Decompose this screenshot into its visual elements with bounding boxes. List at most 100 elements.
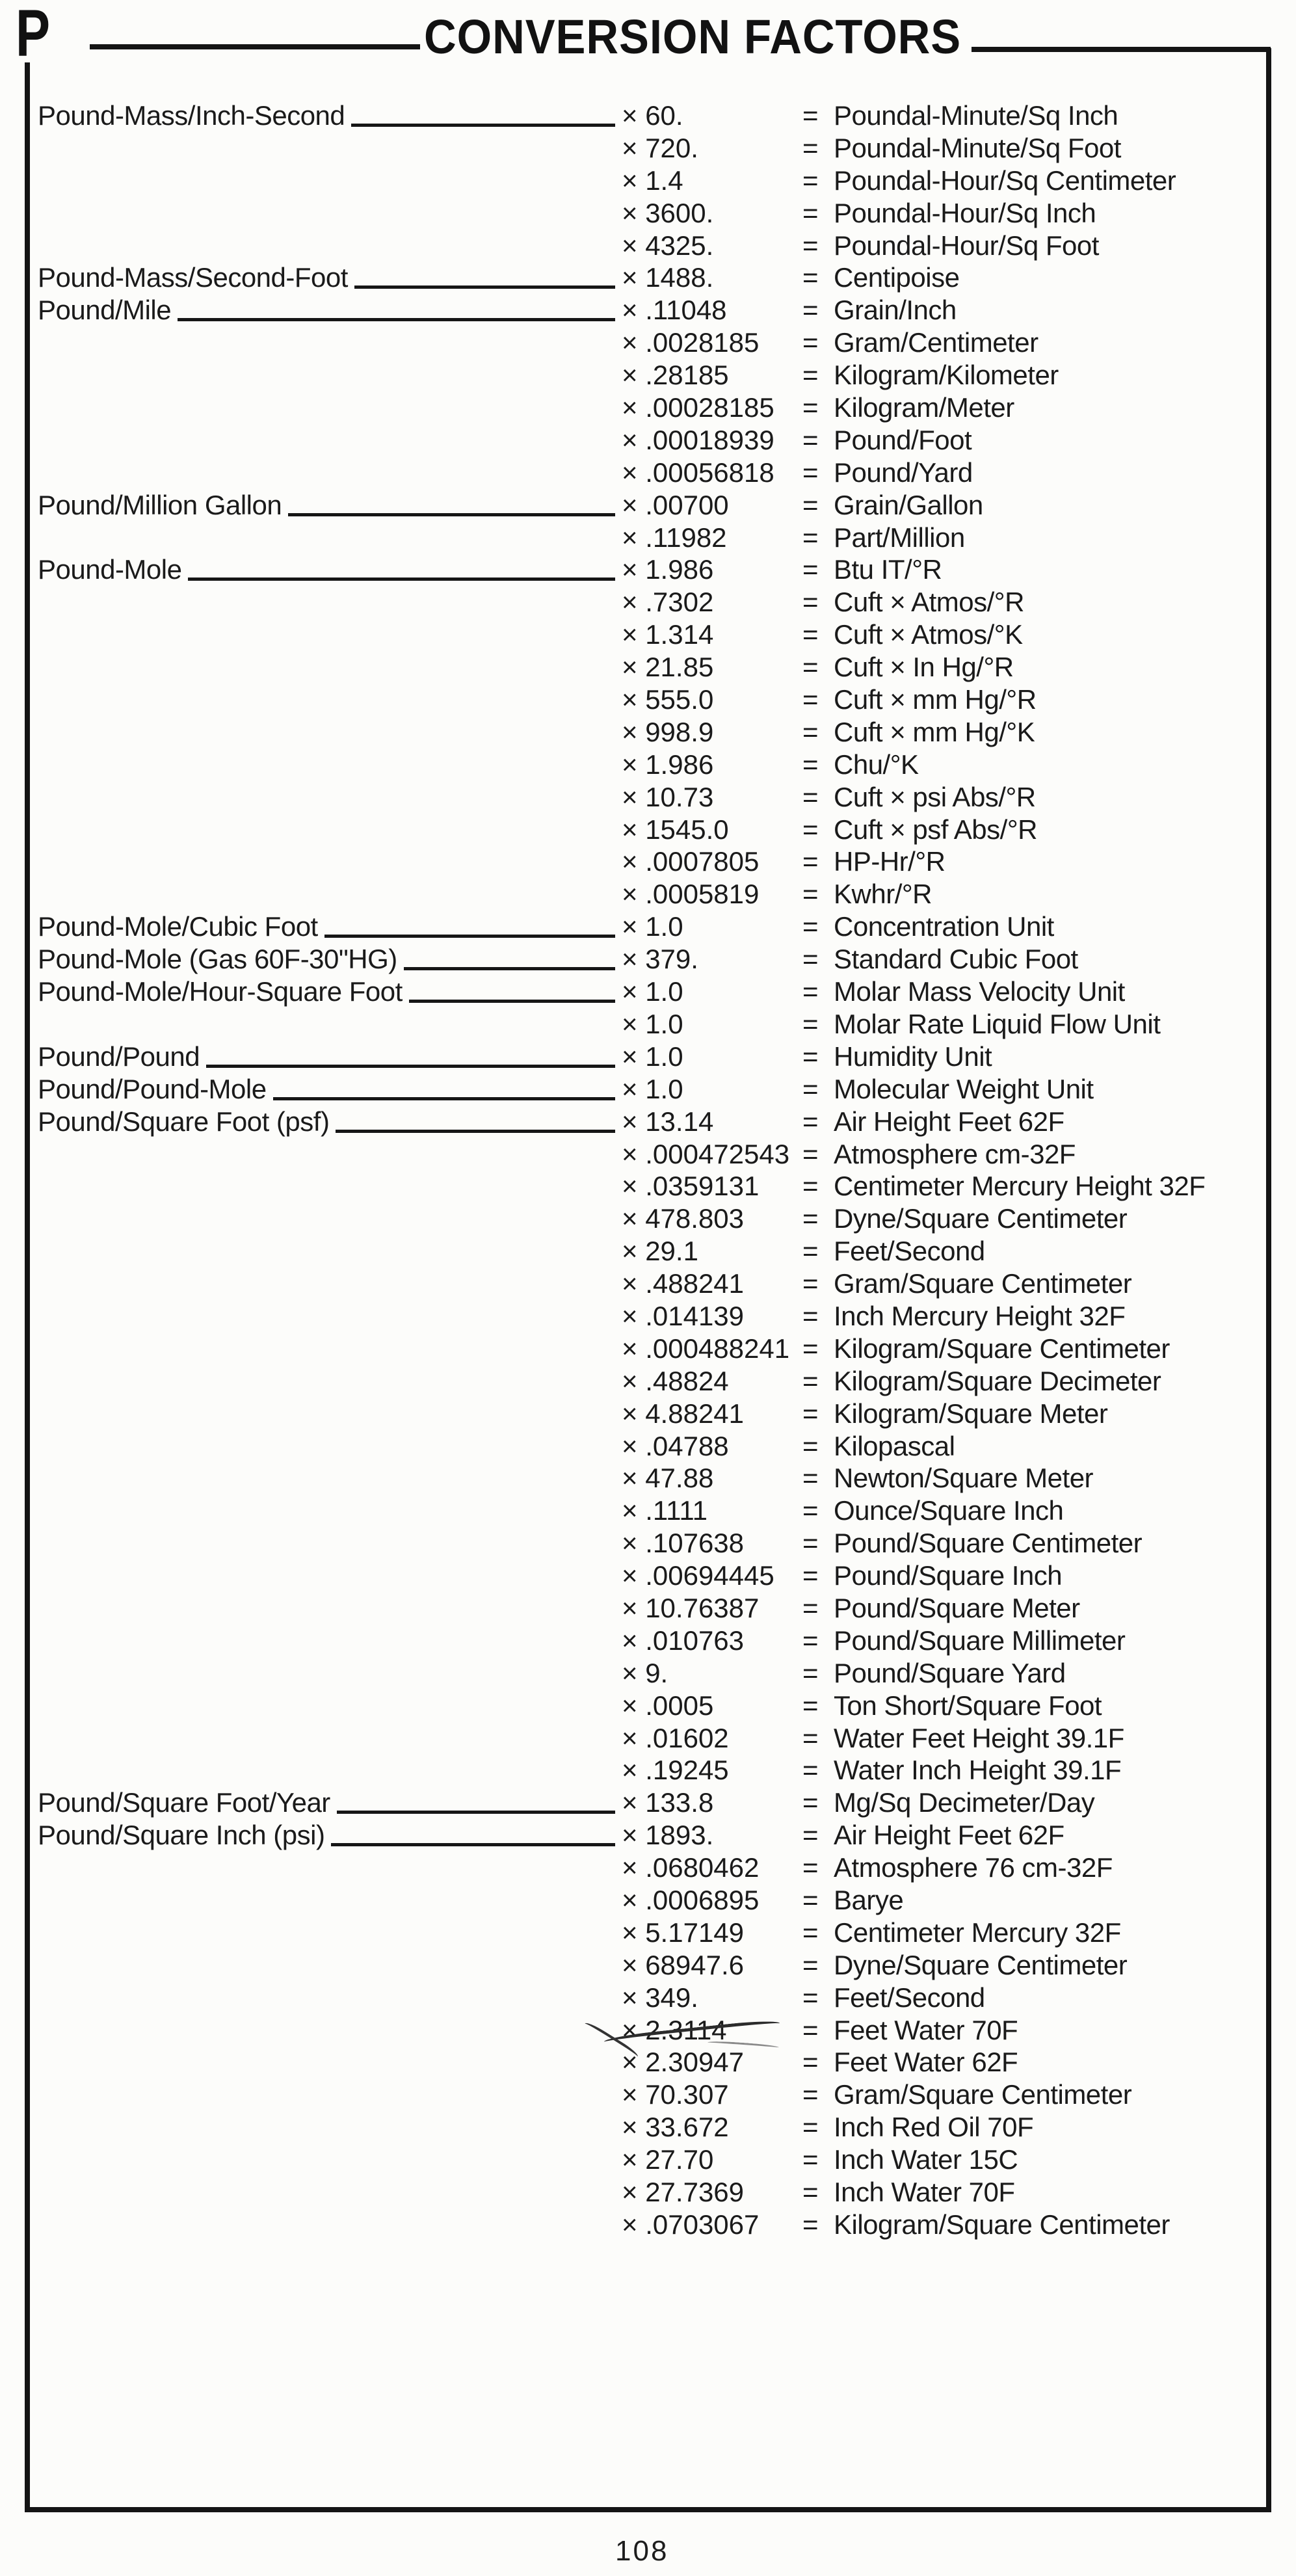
factor-value: × .0680462 [622, 1852, 760, 1883]
table-row: × 1545.0 = Cuft × psf Abs/°R [38, 814, 1260, 846]
result-value: Atmosphere 76 cm-32F [834, 1852, 1113, 1883]
factor-value: × 1545.0 [622, 814, 729, 845]
table-row: × .01602 = Water Feet Height 39.1F [38, 1722, 1260, 1755]
table-row: × .0680462 = Atmosphere 76 cm-32F [38, 1852, 1260, 1884]
leader-line [408, 976, 615, 1003]
equals-sign: = [802, 1690, 819, 1721]
table-row: × .28185 = Kilogram/Kilometer [38, 359, 1260, 392]
result-value: Inch Water 70F [834, 2177, 1015, 2207]
factor-value: × 2.3114 [622, 2014, 727, 2045]
equals-sign: = [802, 489, 819, 520]
result-value: Barye [834, 1884, 904, 1915]
row-label-group: Pound-Mole (Gas 60F-30"HG) [38, 943, 616, 976]
factor-value: × .000472543 [622, 1138, 790, 1169]
equals-sign: = [802, 457, 819, 488]
equals-sign: = [802, 619, 819, 650]
factor-value: × 10.73 [622, 781, 714, 812]
equals-sign: = [802, 1073, 819, 1104]
factor-value: × .0703067 [622, 2209, 760, 2240]
factor-value: × .488241 [622, 1268, 745, 1299]
equals-sign: = [802, 392, 819, 423]
factor-value: × 27.7369 [622, 2177, 745, 2207]
table-row: Pound/Million Gallon × .00700 = Grain/Gallo… [38, 489, 1260, 522]
table-row: × 349. = Feet/Second [38, 1982, 1260, 2014]
row-label-group: Pound-Mole [38, 553, 616, 586]
equals-sign: = [802, 1300, 819, 1331]
row-label-group: Pound/Million Gallon [38, 489, 616, 522]
equals-sign: = [802, 1560, 819, 1591]
equals-sign: = [802, 1982, 819, 2013]
equals-sign: = [802, 2079, 819, 2110]
result-value: Kwhr/°R [834, 879, 932, 910]
factor-value: × .0006895 [622, 1884, 760, 1915]
equals-sign: = [802, 781, 819, 812]
table-row: × .488241 = Gram/Square Centimeter [38, 1268, 1260, 1300]
factor-value: × .11048 [622, 295, 727, 326]
factor-value: × .00694445 [622, 1560, 774, 1591]
leader-line [188, 553, 615, 581]
table-row: × 27.7369 = Inch Water 70F [38, 2176, 1260, 2209]
result-value: Part/Million [834, 522, 965, 553]
row-label: Pound/Pound [38, 1041, 200, 1072]
result-value: Inch Red Oil 70F [834, 2112, 1034, 2143]
table-row: × 2.30947 = Feet Water 62F [38, 2046, 1260, 2078]
row-label: Pound/Square Foot/Year [38, 1787, 330, 1818]
result-value: Poundal-Hour/Sq Inch [834, 197, 1096, 228]
factor-value: × 29.1 [622, 1236, 698, 1267]
result-value: Pound/Foot [834, 424, 972, 455]
result-value: Kilogram/Square Meter [834, 1398, 1108, 1429]
equals-sign: = [802, 1203, 819, 1234]
table-row: Pound/Pound × 1.0 = Humidity Unit [38, 1041, 1260, 1073]
equals-sign: = [802, 1171, 819, 1202]
table-row: Pound/Square Inch (psi) × 1893. = Air Heigh… [38, 1819, 1260, 1852]
equals-sign: = [802, 1917, 819, 1948]
table-row: × .48824 = Kilogram/Square Decimeter [38, 1365, 1260, 1398]
result-value: Ounce/Square Inch [834, 1495, 1064, 1526]
table-row: × .00694445 = Pound/Square Inch [38, 1560, 1260, 1592]
table-row: × 720. = Poundal-Minute/Sq Foot [38, 132, 1260, 165]
leader-line [351, 100, 615, 127]
factor-value: × .7302 [622, 587, 714, 618]
factor-value: × 1.986 [622, 749, 714, 780]
result-value: Grain/Inch [834, 295, 957, 326]
result-value: Water Inch Height 39.1F [834, 1755, 1122, 1786]
result-value: Mg/Sq Decimeter/Day [834, 1787, 1095, 1818]
factor-value: × 1893. [622, 1820, 714, 1851]
row-label-group: Pound/Pound-Mole [38, 1073, 616, 1106]
table-row: × 70.307 = Gram/Square Centimeter [38, 2078, 1260, 2111]
factor-value: × 4.88241 [622, 1398, 745, 1429]
row-label-group: Pound/Square Inch (psi) [38, 1819, 616, 1852]
equals-sign: = [802, 424, 819, 455]
result-value: Feet/Second [834, 1236, 985, 1267]
factor-value: × 133.8 [622, 1787, 714, 1818]
leader-line [206, 1041, 615, 1068]
page-number: 108 [615, 2535, 669, 2567]
table-row: × 555.0 = Cuft × mm Hg/°R [38, 684, 1260, 716]
leader-line [354, 261, 615, 289]
equals-sign: = [802, 944, 819, 975]
table-row: × .0007805 = HP-Hr/°R [38, 845, 1260, 878]
leader-line [336, 1786, 615, 1814]
row-label-group: Pound-Mass/Inch-Second [38, 100, 616, 132]
row-label: Pound-Mole/Cubic Foot [38, 911, 318, 942]
table-row: × 3600. = Poundal-Hour/Sq Inch [38, 197, 1260, 230]
equals-sign: = [802, 1722, 819, 1753]
factor-value: × 4325. [622, 230, 714, 261]
row-label-group: Pound/Mile [38, 294, 616, 326]
factor-value: × .19245 [622, 1755, 729, 1786]
table-row: × 10.73 = Cuft × psi Abs/°R [38, 781, 1260, 814]
equals-sign: = [802, 2014, 819, 2045]
equals-sign: = [802, 879, 819, 910]
factor-value: × .00018939 [622, 424, 774, 455]
factor-value: × .0359131 [622, 1171, 760, 1202]
equals-sign: = [802, 295, 819, 326]
frame-border-left [25, 62, 30, 2512]
equals-sign: = [802, 522, 819, 553]
factor-value: × .0005 [622, 1690, 714, 1721]
factor-value: × 1.0 [622, 1041, 683, 1072]
result-value: Dyne/Square Centimeter [834, 1203, 1128, 1234]
factor-value: × 27.70 [622, 2144, 714, 2175]
row-label-group: Pound/Square Foot (psf) [38, 1106, 616, 1138]
table-row: Pound/Square Foot (psf) × 13.14 = Air Heigh… [38, 1106, 1260, 1138]
